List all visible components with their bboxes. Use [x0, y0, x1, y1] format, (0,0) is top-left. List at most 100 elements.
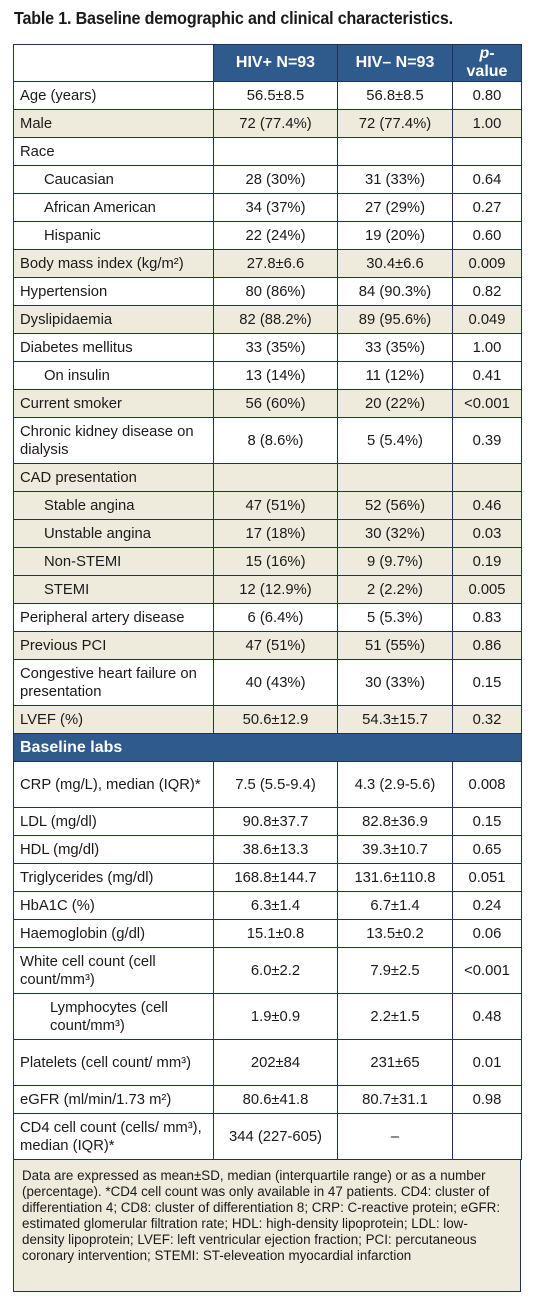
table-row: LVEF (%) 50.6±12.9 54.3±15.7 0.32 — [13, 705, 522, 734]
cell-p-value: 0.005 — [452, 575, 522, 604]
header-p-letter: p — [479, 45, 490, 62]
table-row: Caucasian 28 (30%) 31 (33%) 0.64 — [13, 165, 522, 194]
cell-hiv-negative: 89 (95.6%) — [337, 305, 453, 334]
cell-hiv-positive: 34 (37%) — [213, 193, 338, 222]
cell-p-value: 0.64 — [452, 165, 522, 194]
cell-hiv-positive: 8 (8.6%) — [213, 417, 338, 464]
cell-p-value: 0.19 — [452, 547, 522, 576]
cell-hiv-positive: 15 (16%) — [213, 547, 338, 576]
row-label: CD4 cell count (cells/ mm³), median (IQR… — [13, 1113, 214, 1160]
cell-hiv-negative: 13.5±0.2 — [337, 919, 453, 948]
table-row: Body mass index (kg/m²) 27.8±6.6 30.4±6.6 0… — [13, 249, 522, 278]
cell-p-value: 0.15 — [452, 807, 522, 836]
row-label: Triglycerides (mg/dl) — [13, 863, 214, 892]
table-row: Peripheral artery disease 6 (6.4%) 5 (5.3%… — [13, 603, 522, 632]
characteristics-table: HIV+ N=93 HIV– N=93 p-value Age (years) 5… — [13, 44, 522, 1160]
row-label: On insulin — [13, 361, 214, 390]
table-row: CD4 cell count (cells/ mm³), median (IQR… — [13, 1113, 522, 1160]
row-label: HDL (mg/dl) — [13, 835, 214, 864]
cell-hiv-negative: 72 (77.4%) — [337, 109, 453, 138]
header-hiv-positive: HIV+ N=93 — [213, 44, 338, 82]
table-row: STEMI 12 (12.9%) 2 (2.2%) 0.005 — [13, 575, 522, 604]
header-p-value: p-value — [452, 44, 522, 82]
cell-hiv-negative: 52 (56%) — [337, 491, 453, 520]
cell-hiv-positive: 56.5±8.5 — [213, 81, 338, 110]
cell-hiv-positive: 168.8±144.7 — [213, 863, 338, 892]
table-row: Current smoker 56 (60%) 20 (22%) <0.001 — [13, 389, 522, 418]
cell-hiv-negative: 5 (5.4%) — [337, 417, 453, 464]
row-label: Hypertension — [13, 277, 214, 306]
cell-hiv-negative: 31 (33%) — [337, 165, 453, 194]
cell-hiv-positive: 6.0±2.2 — [213, 947, 338, 994]
cell-hiv-positive: 56 (60%) — [213, 389, 338, 418]
cell-hiv-positive: 80 (86%) — [213, 277, 338, 306]
baseline-labs-heading: Baseline labs — [13, 733, 522, 762]
cell-hiv-positive: 47 (51%) — [213, 491, 338, 520]
table-row: eGFR (ml/min/1.73 m²) 80.6±41.8 80.7±31.1 0… — [13, 1085, 522, 1114]
cell-p-value: 1.00 — [452, 109, 522, 138]
table-row: Haemoglobin (g/dl) 15.1±0.8 13.5±0.2 0.06 — [13, 919, 522, 948]
cell-hiv-negative: 51 (55%) — [337, 631, 453, 660]
cell-hiv-positive: 90.8±37.7 — [213, 807, 338, 836]
cell-p-value: 0.15 — [452, 659, 522, 706]
table-row: Chronic kidney disease on dialysis 8 (8.6… — [13, 417, 522, 464]
cell-p-value — [452, 137, 522, 166]
row-label: Male — [13, 109, 214, 138]
cell-hiv-positive: 82 (88.2%) — [213, 305, 338, 334]
cell-p-value: 0.24 — [452, 891, 522, 920]
cell-hiv-negative: 11 (12%) — [337, 361, 453, 390]
cell-p-value: 0.03 — [452, 519, 522, 548]
cell-hiv-negative: 2 (2.2%) — [337, 575, 453, 604]
row-label: Body mass index (kg/m²) — [13, 249, 214, 278]
cell-hiv-positive: 72 (77.4%) — [213, 109, 338, 138]
cell-p-value: 0.60 — [452, 221, 522, 250]
row-label: Platelets (cell count/ mm³) — [13, 1039, 214, 1086]
cell-hiv-positive: 202±84 — [213, 1039, 338, 1086]
cell-hiv-negative — [337, 137, 453, 166]
cell-hiv-negative: 39.3±10.7 — [337, 835, 453, 864]
cell-hiv-positive: 33 (35%) — [213, 333, 338, 362]
cell-hiv-positive: 12 (12.9%) — [213, 575, 338, 604]
cell-hiv-positive: 27.8±6.6 — [213, 249, 338, 278]
row-label: LVEF (%) — [13, 705, 214, 734]
cell-hiv-negative: 56.8±8.5 — [337, 81, 453, 110]
row-label: STEMI — [13, 575, 214, 604]
cell-hiv-negative: 80.7±31.1 — [337, 1085, 453, 1114]
cell-hiv-positive: 22 (24%) — [213, 221, 338, 250]
row-label: Stable angina — [13, 491, 214, 520]
cell-hiv-negative: 84 (90.3%) — [337, 277, 453, 306]
table-row: Unstable angina 17 (18%) 30 (32%) 0.03 — [13, 519, 522, 548]
table-row: Lymphocytes (cell count/mm³) 1.9±0.9 2.2±1… — [13, 993, 522, 1040]
cell-p-value: 0.27 — [452, 193, 522, 222]
cell-p-value: 0.01 — [452, 1039, 522, 1086]
cell-hiv-negative: 5 (5.3%) — [337, 603, 453, 632]
row-label: Peripheral artery disease — [13, 603, 214, 632]
cell-p-value — [452, 463, 522, 492]
cell-hiv-negative: 131.6±110.8 — [337, 863, 453, 892]
cell-hiv-positive: 50.6±12.9 — [213, 705, 338, 734]
cell-hiv-positive: 38.6±13.3 — [213, 835, 338, 864]
cell-p-value: 0.48 — [452, 993, 522, 1040]
row-label: Congestive heart failure on presentation — [13, 659, 214, 706]
table-row: On insulin 13 (14%) 11 (12%) 0.41 — [13, 361, 522, 390]
table-row: Hispanic 22 (24%) 19 (20%) 0.60 — [13, 221, 522, 250]
cell-p-value: <0.001 — [452, 947, 522, 994]
table-row: White cell count (cell count/mm³) 6.0±2.2… — [13, 947, 522, 994]
row-label: Diabetes mellitus — [13, 333, 214, 362]
table-row: Congestive heart failure on presentation… — [13, 659, 522, 706]
cell-hiv-positive: 1.9±0.9 — [213, 993, 338, 1040]
row-label: Chronic kidney disease on dialysis — [13, 417, 214, 464]
cell-hiv-positive — [213, 463, 338, 492]
table-row: HbA1C (%) 6.3±1.4 6.7±1.4 0.24 — [13, 891, 522, 920]
cell-p-value: 0.06 — [452, 919, 522, 948]
cell-hiv-negative: 6.7±1.4 — [337, 891, 453, 920]
cell-hiv-positive: 13 (14%) — [213, 361, 338, 390]
cell-hiv-negative: 19 (20%) — [337, 221, 453, 250]
table-row: Triglycerides (mg/dl) 168.8±144.7 131.6±11… — [13, 863, 522, 892]
table-row: Diabetes mellitus 33 (35%) 33 (35%) 1.00 — [13, 333, 522, 362]
row-label: Caucasian — [13, 165, 214, 194]
section-header-row: Baseline labs — [13, 733, 522, 762]
cell-p-value — [452, 1113, 522, 1160]
cell-hiv-negative: 82.8±36.9 — [337, 807, 453, 836]
row-label: Non-STEMI — [13, 547, 214, 576]
